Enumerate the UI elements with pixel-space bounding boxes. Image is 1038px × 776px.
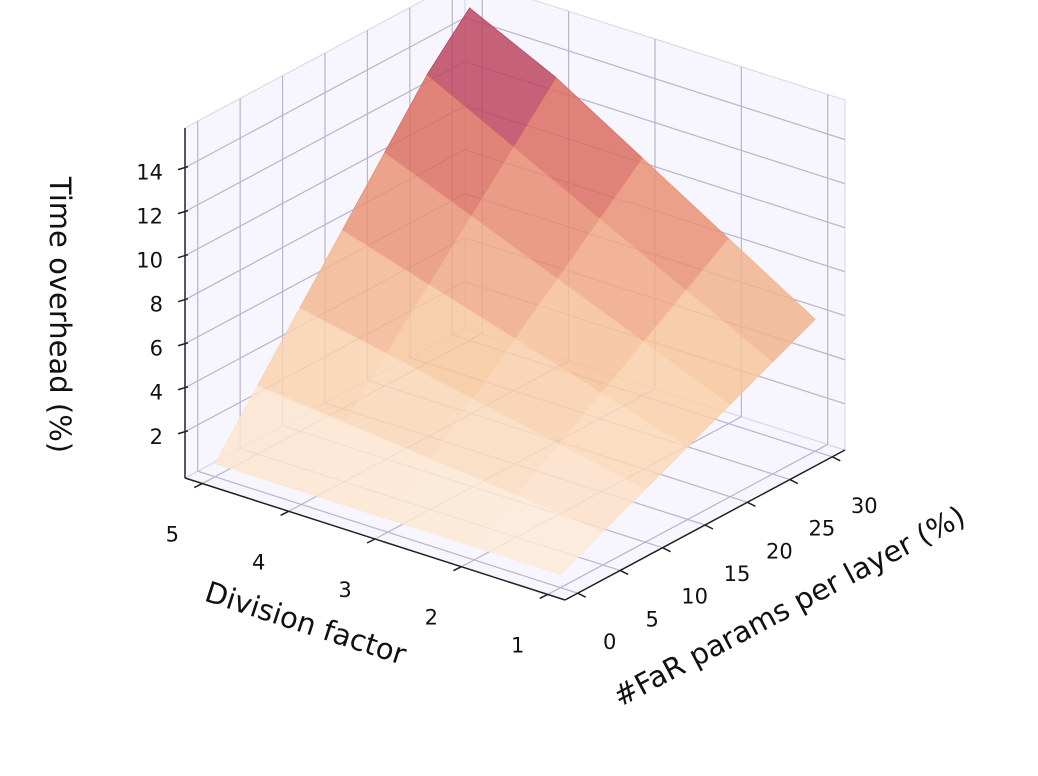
grid-line — [184, 17, 466, 169]
tick-mark — [539, 593, 549, 600]
y-tick-label: 10 — [681, 585, 708, 609]
x-tick-label: 3 — [338, 578, 351, 602]
y-tick-label: 15 — [724, 562, 751, 586]
z-tick-label: 4 — [150, 381, 163, 405]
z-axis-label: Time overhead (%) — [43, 176, 77, 453]
grid-line — [197, 470, 578, 594]
x-tick-label: 5 — [166, 523, 179, 547]
y-tick-label: 5 — [645, 607, 658, 631]
tick-mark — [704, 524, 714, 530]
grid-line — [464, 17, 846, 141]
tick-mark — [619, 569, 629, 576]
z-tick-label: 10 — [136, 249, 163, 273]
z-tick-label: 6 — [150, 337, 163, 361]
tick-mark — [577, 592, 587, 598]
tick-mark — [177, 165, 189, 171]
x-axis-label: Division factor — [201, 575, 410, 672]
z-tick-label: 12 — [136, 205, 163, 229]
x-tick-label: 1 — [511, 633, 524, 657]
z-tick-label: 14 — [136, 161, 163, 185]
tick-mark — [177, 430, 189, 435]
y-tick-label: 30 — [851, 494, 878, 518]
surface — [214, 7, 816, 575]
tick-mark — [747, 501, 756, 507]
tick-mark — [366, 538, 376, 544]
tick-mark — [177, 342, 189, 347]
tick-mark — [453, 566, 462, 572]
y-tick-label: 25 — [808, 517, 835, 541]
tick-mark — [177, 209, 189, 215]
grid-line — [184, 61, 466, 213]
x-tick-label: 2 — [425, 606, 438, 630]
z-tick-label: 2 — [150, 425, 163, 449]
tick-mark — [177, 297, 189, 303]
y-tick-label: 20 — [766, 539, 793, 563]
tick-mark — [662, 547, 671, 553]
tick-mark — [280, 510, 289, 516]
tick-mark — [789, 478, 799, 485]
z-tick-label: 8 — [150, 293, 163, 317]
x-tick-label: 4 — [252, 550, 265, 574]
tick-mark — [177, 253, 189, 259]
tick-mark — [831, 456, 841, 462]
y-tick-label: 0 — [603, 630, 616, 654]
tick-mark — [177, 386, 189, 391]
tick-mark — [193, 482, 203, 489]
surface-patch — [473, 494, 604, 575]
